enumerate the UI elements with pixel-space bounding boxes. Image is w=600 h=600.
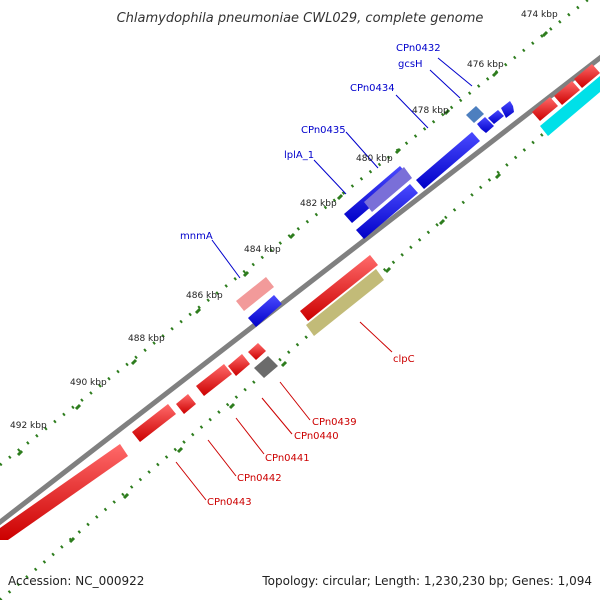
gene-cpn0439-feature[interactable] bbox=[254, 356, 278, 378]
label-lpla1[interactable]: lplA_1 bbox=[284, 150, 314, 161]
gene-cpn0432-feature[interactable] bbox=[466, 106, 484, 123]
gene-clpc-highlight[interactable] bbox=[306, 269, 384, 336]
accession-text: Accession: NC_000922 bbox=[8, 574, 145, 588]
tick-label-478: 478 kbp bbox=[412, 106, 449, 116]
tick-label-474: 474 kbp bbox=[521, 10, 558, 20]
gene-cpn0442-feature[interactable] bbox=[196, 364, 232, 396]
gene-mnma-highlight[interactable] bbox=[236, 277, 274, 311]
tick-label-484: 484 kbp bbox=[244, 245, 281, 255]
forward-gene-labels: CPn0432 gcsH CPn0434 CPn0435 lplA_1 mnmA bbox=[180, 43, 441, 242]
gene-forward-arrow-a[interactable] bbox=[488, 110, 504, 124]
gene-mnma-feature[interactable] bbox=[248, 295, 282, 327]
tick-label-492: 492 kbp bbox=[10, 421, 47, 431]
forward-strand-features bbox=[236, 101, 514, 327]
gene-cpn0441-feature[interactable] bbox=[228, 354, 250, 376]
tick-label-490: 490 kbp bbox=[70, 378, 107, 388]
gene-top-right-cyan[interactable] bbox=[540, 76, 600, 136]
label-clpc[interactable]: clpC bbox=[393, 354, 415, 365]
gene-long-red-feature[interactable] bbox=[0, 444, 128, 540]
label-cpn0435[interactable]: CPn0435 bbox=[301, 125, 346, 136]
scale-labels: 474 kbp 476 kbp 478 kbp 480 kbp 482 kbp … bbox=[10, 10, 558, 431]
outer-scale-ring bbox=[0, 0, 590, 467]
gene-cpn0435-highlight[interactable] bbox=[364, 167, 412, 212]
gene-cpn0443-feature[interactable] bbox=[132, 404, 176, 442]
genome-summary-text: Topology: circular; Length: 1,230,230 bp… bbox=[262, 574, 592, 588]
gene-forward-arrow-b[interactable] bbox=[501, 101, 514, 118]
reverse-gene-labels: clpC CPn0439 CPn0440 CPn0441 CPn0442 CPn… bbox=[207, 354, 415, 508]
gene-cpn0440-feature[interactable] bbox=[248, 343, 266, 360]
tick-label-480: 480 kbp bbox=[356, 154, 393, 164]
label-cpn0442[interactable]: CPn0442 bbox=[237, 473, 282, 484]
gene-cpn0434-feature[interactable] bbox=[416, 132, 480, 189]
label-mnma[interactable]: mnmA bbox=[180, 231, 213, 242]
label-cpn0440[interactable]: CPn0440 bbox=[294, 431, 339, 442]
gene-top-right-red-a[interactable] bbox=[532, 97, 558, 121]
inner-scale-ring bbox=[0, 83, 600, 600]
gene-gcsh-feature[interactable] bbox=[477, 117, 494, 133]
reverse-strand-features bbox=[0, 64, 600, 540]
label-cpn0443[interactable]: CPn0443 bbox=[207, 497, 252, 508]
map-title: Chlamydophila pneumoniae CWL029, complet… bbox=[116, 11, 484, 26]
label-cpn0439[interactable]: CPn0439 bbox=[312, 417, 357, 428]
label-callouts bbox=[175, 57, 473, 501]
label-cpn0441[interactable]: CPn0441 bbox=[265, 453, 310, 464]
label-cpn0432[interactable]: CPn0432 bbox=[396, 43, 441, 54]
tick-label-486: 486 kbp bbox=[186, 291, 223, 301]
tick-label-488: 488 kbp bbox=[128, 334, 165, 344]
gene-lpla1-feature[interactable] bbox=[356, 184, 418, 239]
gene-top-right-red-c[interactable] bbox=[574, 64, 600, 88]
tick-label-482: 482 kbp bbox=[300, 199, 337, 209]
label-cpn0434[interactable]: CPn0434 bbox=[350, 83, 395, 94]
gene-cpn0442b-feature[interactable] bbox=[176, 394, 196, 414]
gene-clpc-feature[interactable] bbox=[300, 255, 378, 321]
gene-top-right-red-b[interactable] bbox=[554, 81, 580, 105]
tick-label-476: 476 kbp bbox=[467, 60, 504, 70]
label-gcsh[interactable]: gcsH bbox=[398, 59, 423, 70]
backbone-ring bbox=[0, 54, 600, 526]
